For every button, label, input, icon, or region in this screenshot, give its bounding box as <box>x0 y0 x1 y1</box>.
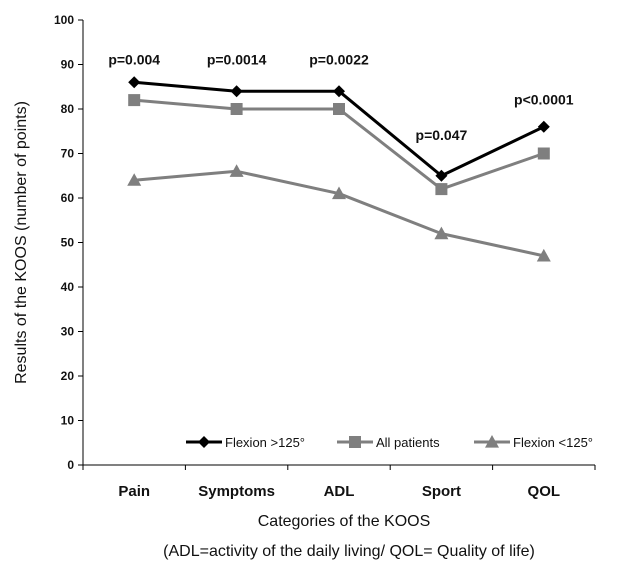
y-tick-label: 100 <box>54 13 74 27</box>
data-point <box>333 85 345 98</box>
x-tick-label: Sport <box>422 483 461 500</box>
series-group <box>127 76 551 262</box>
data-point <box>128 94 141 107</box>
x-tick-label: Symptoms <box>198 483 275 500</box>
data-point <box>537 147 550 160</box>
annotations: p=0.004 p=0.0014 p=0.0022 p=0.047 p<0.0001 <box>108 52 573 144</box>
legend-label: Flexion <125° <box>513 435 593 450</box>
data-point <box>230 103 243 115</box>
x-tick-labels: Pain Symptoms ADL Sport QOL <box>118 483 560 500</box>
p-value-annotation: p=0.004 <box>108 52 160 68</box>
x-tick-label: ADL <box>324 483 355 500</box>
y-tick-label: 20 <box>61 369 75 383</box>
data-point <box>230 85 243 98</box>
y-tick-label: 90 <box>61 58 75 72</box>
y-tick-label: 80 <box>61 102 75 116</box>
series-1 <box>128 94 550 196</box>
x-axis-title: Categories of the KOOS <box>258 513 431 530</box>
data-point <box>435 169 448 182</box>
legend-entry-2: Flexion <125° <box>474 435 593 450</box>
data-point <box>127 173 142 186</box>
legend-entry-0: Flexion >125° <box>186 435 305 450</box>
y-tick-label: 60 <box>61 191 75 205</box>
data-point <box>435 183 448 196</box>
legend-marker <box>485 435 499 448</box>
x-tick-label: QOL <box>528 483 561 500</box>
legend: Flexion >125° All patients Flexion <125° <box>186 435 593 450</box>
legend-label: All patients <box>376 435 440 450</box>
series-2 <box>127 164 551 262</box>
y-tick-label: 30 <box>61 325 75 339</box>
p-value-annotation: p=0.047 <box>416 127 468 143</box>
p-value-annotation: p<0.0001 <box>514 92 574 108</box>
y-tick-label: 70 <box>61 147 75 161</box>
data-point <box>128 76 141 89</box>
p-value-annotation: p=0.0014 <box>207 52 267 68</box>
p-value-annotation: p=0.0022 <box>309 52 369 68</box>
data-point <box>333 103 345 115</box>
data-point <box>229 164 244 177</box>
data-point <box>537 120 550 133</box>
x-axis-subtitle: (ADL=activity of the daily living/ QOL= … <box>163 543 535 560</box>
y-tick-labels: 0 10 20 30 40 50 60 70 80 90 100 <box>54 13 74 472</box>
y-tick-label: 40 <box>61 280 75 294</box>
axes <box>78 19 596 470</box>
y-tick-label: 50 <box>61 236 75 250</box>
data-point <box>434 226 449 240</box>
data-point <box>536 248 551 262</box>
series-line <box>134 169 545 258</box>
y-axis-title: Results of the KOOS (number of points) <box>13 101 30 384</box>
y-tick-label: 10 <box>61 414 75 428</box>
legend-label: Flexion >125° <box>225 435 305 450</box>
legend-entry-1: All patients <box>337 435 440 450</box>
x-tick-label: Pain <box>118 483 150 500</box>
legend-marker <box>198 436 210 448</box>
legend-marker <box>349 436 361 448</box>
data-point <box>332 186 346 200</box>
series-0 <box>128 76 550 182</box>
y-tick-label: 0 <box>67 458 74 472</box>
